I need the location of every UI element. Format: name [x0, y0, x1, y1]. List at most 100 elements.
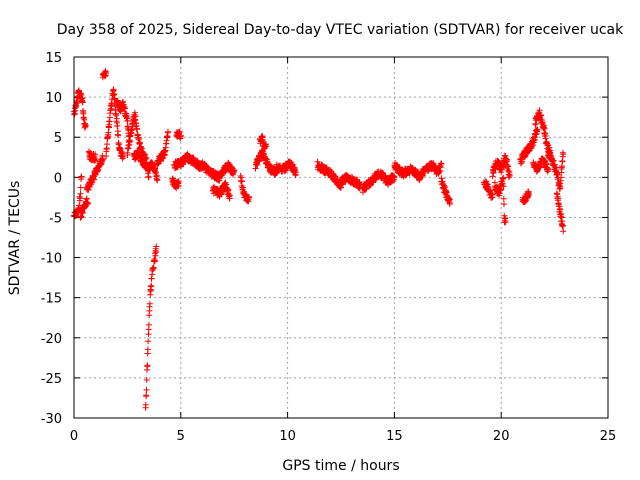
- data-point: [525, 191, 532, 197]
- data-point: [489, 173, 496, 180]
- data-point: [78, 173, 85, 180]
- data-point: [153, 243, 160, 250]
- data-point: [144, 346, 151, 353]
- data-point: [120, 154, 127, 160]
- data-point: [231, 167, 238, 174]
- data-point: [143, 393, 150, 400]
- data-point: [145, 338, 152, 345]
- data-point: [534, 126, 541, 133]
- data-point: [292, 165, 299, 172]
- y-tick-label: -10: [41, 252, 62, 267]
- y-tick-label: -30: [41, 412, 62, 427]
- data-point: [337, 184, 344, 191]
- axis-ticks: 0 5 10 15 20 25 -30 -25 -20 -15 -10 -5 0 5 10 15: [41, 51, 617, 444]
- data-point: [99, 156, 106, 163]
- y-tick-label: -5: [49, 211, 62, 226]
- data-point: [314, 158, 321, 165]
- data-point: [92, 157, 99, 164]
- data-point: [154, 177, 161, 184]
- data-point: [82, 122, 89, 129]
- y-tick-label: -25: [41, 372, 62, 387]
- data-point: [142, 401, 149, 408]
- data-point: [114, 97, 121, 104]
- data-point: [150, 264, 157, 271]
- y-tick-label: 15: [45, 51, 62, 66]
- data-point: [560, 228, 567, 235]
- y-tick-label: -20: [41, 332, 62, 347]
- data-point: [559, 218, 566, 225]
- data-point: [391, 174, 398, 181]
- data-point: [132, 113, 139, 120]
- x-tick-label: 25: [600, 429, 617, 444]
- data-point: [135, 134, 142, 141]
- data-point: [145, 321, 152, 328]
- data-point: [77, 190, 84, 197]
- data-point: [124, 117, 131, 124]
- data-point: [558, 214, 565, 221]
- data-point: [560, 151, 567, 158]
- data-point: [226, 192, 233, 199]
- data-point: [84, 200, 91, 207]
- data-point: [497, 190, 503, 197]
- data-point: [78, 91, 85, 98]
- data-point: [146, 300, 153, 307]
- data-point: [134, 126, 141, 133]
- data-point: [115, 132, 122, 139]
- y-tick-label: 0: [54, 171, 62, 186]
- data-point: [78, 213, 85, 220]
- data-point: [114, 122, 121, 129]
- data-point: [79, 99, 86, 106]
- data-point: [505, 174, 512, 181]
- data-point: [446, 201, 453, 207]
- data-point: [500, 174, 507, 181]
- data-point: [501, 201, 507, 208]
- data-point: [438, 160, 445, 167]
- data-point: [103, 70, 109, 77]
- data-point: [293, 169, 300, 176]
- data-point: [177, 132, 184, 139]
- data-point: [148, 282, 155, 289]
- data-point: [436, 169, 443, 176]
- data-point: [246, 193, 253, 200]
- data-point: [531, 137, 538, 143]
- grid: [74, 57, 608, 418]
- data-point: [545, 167, 552, 173]
- y-tick-label: -15: [41, 292, 62, 307]
- data-point: [126, 138, 133, 145]
- x-tick-label: 15: [386, 429, 403, 444]
- data-point: [104, 141, 110, 148]
- x-axis-label: GPS time / hours: [282, 458, 399, 474]
- data-point: [557, 183, 564, 190]
- y-tick-label: 10: [45, 91, 62, 106]
- data-point: [289, 161, 296, 168]
- data-point: [239, 178, 245, 185]
- data-point: [152, 252, 159, 259]
- data-point: [542, 132, 549, 139]
- x-tick-label: 0: [70, 429, 78, 444]
- data-point: [144, 362, 151, 369]
- data-points: [71, 68, 567, 411]
- data-point: [536, 107, 543, 114]
- data-point: [145, 174, 152, 181]
- x-tick-label: 5: [177, 429, 185, 444]
- data-point: [92, 151, 99, 158]
- data-point: [489, 191, 496, 198]
- x-tick-label: 20: [493, 429, 510, 444]
- x-tick-label: 10: [279, 429, 296, 444]
- y-axis-label: SDTVAR / TECUs: [7, 181, 23, 296]
- data-point: [125, 145, 132, 152]
- chart-title: Day 358 of 2025, Sidereal Day-to-day VTE…: [57, 22, 624, 38]
- data-point: [77, 184, 84, 191]
- data-point: [506, 172, 513, 179]
- data-point: [559, 222, 566, 229]
- data-point: [79, 210, 86, 217]
- data-point: [263, 143, 270, 150]
- data-point: [175, 178, 182, 185]
- data-point: [143, 376, 150, 383]
- data-point: [557, 205, 563, 212]
- data-point: [502, 219, 509, 226]
- data-point: [500, 195, 507, 202]
- data-point: [254, 162, 261, 168]
- data-point: [165, 128, 171, 135]
